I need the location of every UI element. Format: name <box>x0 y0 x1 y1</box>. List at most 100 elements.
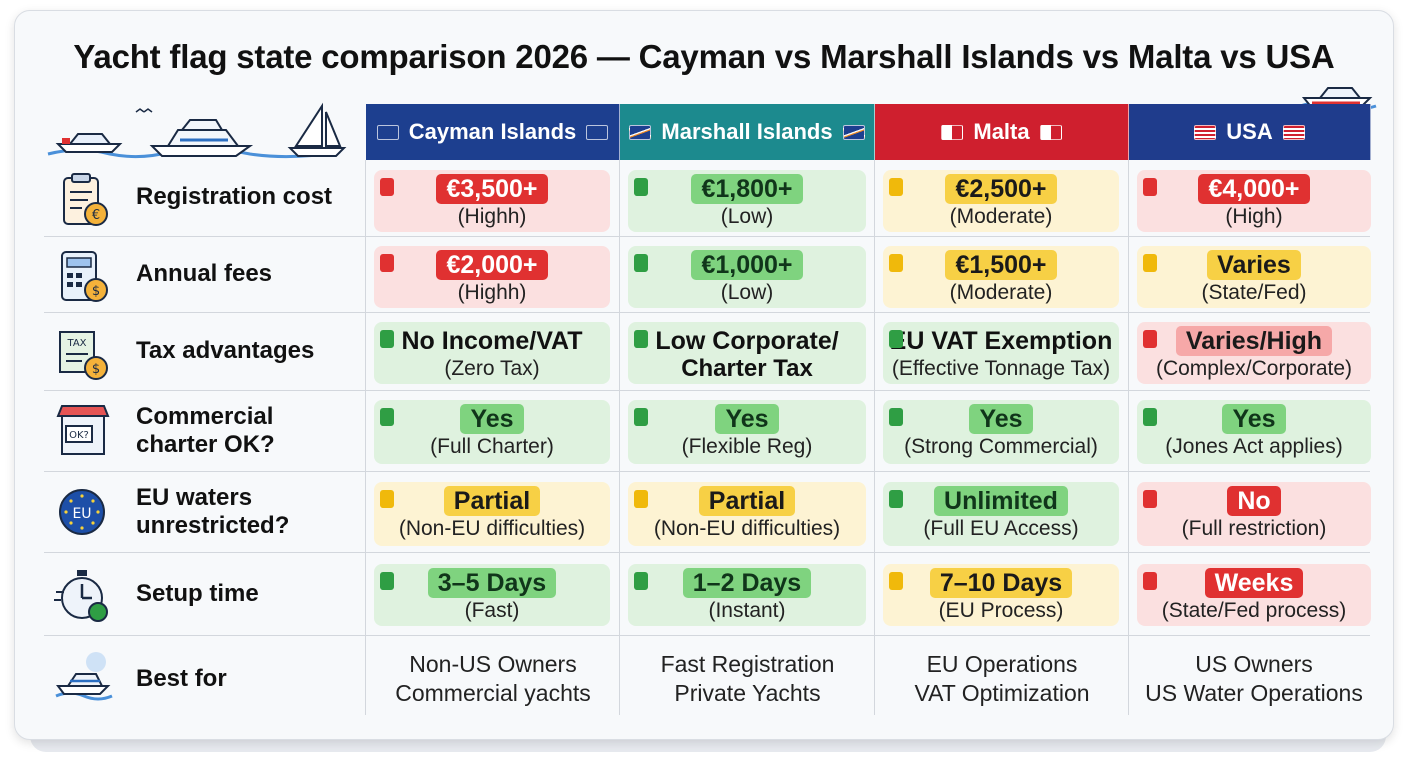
best-for-usa: US Owners US Water Operations <box>1129 650 1379 708</box>
comparison-cell: Varies (State/Fed) <box>1137 246 1371 308</box>
comparison-cell: Low Corporate/Charter Tax <box>628 322 866 384</box>
cell-note: (Fast) <box>464 599 520 622</box>
comparison-cell: 1–2 Days (Instant) <box>628 564 866 626</box>
cell-value: €2,500+ <box>945 174 1057 204</box>
cell-value: €1,800+ <box>691 174 803 204</box>
svg-text:$: $ <box>92 362 100 377</box>
status-indicator-icon <box>634 178 648 196</box>
best-for-line: Non-US Owners <box>409 651 577 677</box>
row-divider <box>44 471 1370 472</box>
status-indicator-icon <box>634 572 648 590</box>
status-indicator-icon <box>380 408 394 426</box>
column-divider <box>619 160 620 715</box>
comparison-cell: Yes (Jones Act applies) <box>1137 400 1371 464</box>
row-label-eu-waters: EU waters unrestricted? <box>136 484 290 539</box>
cell-value: No Income/VAT <box>401 327 583 355</box>
cell-value: €1,500+ <box>945 250 1057 280</box>
cell-note: Charter Tax <box>681 355 813 382</box>
best-for-line: EU Operations <box>926 651 1078 677</box>
comparison-cell: Yes (Flexible Reg) <box>628 400 866 464</box>
cell-note: (Complex/Corporate) <box>1155 357 1353 380</box>
cell-value: Weeks <box>1204 568 1304 598</box>
cell-value: €1,000+ <box>691 250 803 280</box>
status-indicator-icon <box>1143 572 1157 590</box>
status-indicator-icon <box>380 178 394 196</box>
cell-value: Varies/High <box>1175 326 1333 356</box>
speedboat-icon <box>1299 87 1377 111</box>
svg-text:TAX: TAX <box>66 338 86 349</box>
marshall-flag-icon <box>842 124 865 140</box>
cell-value: 1–2 Days <box>682 568 812 598</box>
cell-note: (Low) <box>720 281 774 304</box>
clipboard-euro-icon: € <box>63 173 108 226</box>
cell-note: (Highh) <box>457 281 527 304</box>
best-for-line: US Water Operations <box>1145 680 1363 706</box>
best-for-line: Private Yachts <box>674 680 821 706</box>
cell-note: (Flexible Reg) <box>681 435 813 458</box>
comparison-cell: €1,800+ (Low) <box>628 170 866 232</box>
cell-value: Partial <box>698 486 796 516</box>
row-divider <box>44 236 1370 237</box>
cell-note: (Zero Tax) <box>444 357 540 380</box>
cell-note: (State/Fed process) <box>1161 599 1347 622</box>
cell-note: (Non-EU difficulties) <box>653 517 841 540</box>
comparison-cell: Partial (Non-EU difficulties) <box>628 482 866 546</box>
cell-value: 3–5 Days <box>427 568 557 598</box>
column-divider <box>365 160 366 715</box>
svg-text:OK?: OK? <box>69 430 89 441</box>
stopwatch-icon <box>54 570 108 622</box>
cell-value: €3,500+ <box>436 174 548 204</box>
comparison-cell: 3–5 Days (Fast) <box>374 564 610 626</box>
column-divider <box>874 160 875 715</box>
best-for-line: Commercial yachts <box>395 680 591 706</box>
best-for-line: VAT Optimization <box>914 680 1090 706</box>
cell-note: (Full restriction) <box>1181 517 1327 540</box>
comparison-cell: €2,500+ (Moderate) <box>883 170 1119 232</box>
status-indicator-icon <box>634 490 648 508</box>
malta-flag-icon <box>1039 124 1062 140</box>
marshall-flag-icon <box>629 124 652 140</box>
cell-note: (Non-EU difficulties) <box>398 517 586 540</box>
tax-document-icon: TAX $ <box>59 331 108 380</box>
column-header-label: Malta <box>973 119 1030 144</box>
cell-value: Partial <box>443 486 541 516</box>
best-for-marshall: Fast Registration Private Yachts <box>620 650 875 708</box>
comparison-cell: EU VAT Exemption (Effective Tonnage Tax) <box>883 322 1119 384</box>
row-divider <box>44 390 1370 391</box>
status-indicator-icon <box>380 572 394 590</box>
column-header-malta: Malta <box>875 104 1129 160</box>
comparison-cell: Yes (Strong Commercial) <box>883 400 1119 464</box>
cell-value: Yes <box>715 404 779 434</box>
status-indicator-icon <box>1143 178 1157 196</box>
status-indicator-icon <box>1143 254 1157 272</box>
cell-note: (Jones Act applies) <box>1165 435 1343 458</box>
cell-value: Low Corporate/ <box>655 327 839 355</box>
row-divider <box>44 312 1370 313</box>
best-for-cayman: Non-US Owners Commercial yachts <box>366 650 620 708</box>
calculator-coin-icon: $ <box>61 251 108 302</box>
cell-note: (Low) <box>720 205 774 228</box>
cell-value: No <box>1227 486 1281 516</box>
cell-value: Varies <box>1207 250 1301 280</box>
best-for-line: US Owners <box>1195 651 1313 677</box>
best-for-malta: EU Operations VAT Optimization <box>875 650 1129 708</box>
column-header-cayman: Cayman Islands <box>366 104 620 160</box>
cell-note: (Moderate) <box>949 281 1053 304</box>
comparison-cell: Unlimited (Full EU Access) <box>883 482 1119 546</box>
row-label-annual-fees: Annual fees <box>136 260 273 287</box>
usa-flag-icon <box>1282 124 1305 140</box>
comparison-cell: Weeks (State/Fed process) <box>1137 564 1371 626</box>
status-indicator-icon <box>1143 330 1157 348</box>
comparison-cell: Yes (Full Charter) <box>374 400 610 464</box>
cell-note: (Effective Tonnage Tax) <box>891 357 1111 380</box>
cell-note: (EU Process) <box>938 599 1064 622</box>
comparison-cell: €4,000+ (High) <box>1137 170 1371 232</box>
status-indicator-icon <box>380 254 394 272</box>
column-header-label: Cayman Islands <box>408 119 577 144</box>
svg-text:€: € <box>92 208 100 223</box>
cell-note: (Full Charter) <box>430 435 554 458</box>
comparison-cell: 7–10 Days (EU Process) <box>883 564 1119 626</box>
column-header-label: USA <box>1226 119 1273 144</box>
row-label-best-for: Best for <box>136 665 227 692</box>
row-label-tax-advantages: Tax advantages <box>136 337 315 364</box>
